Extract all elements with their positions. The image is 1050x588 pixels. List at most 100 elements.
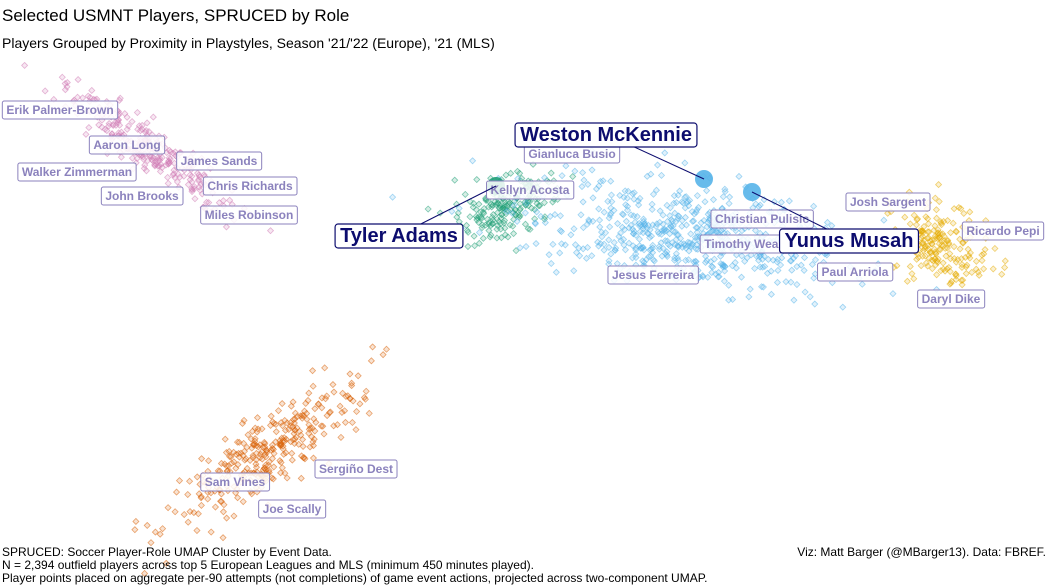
player-point — [253, 414, 262, 422]
player-point — [193, 526, 201, 535]
highlighted-label-box — [778, 228, 920, 254]
player-point — [124, 122, 133, 130]
player-point — [61, 86, 69, 94]
player-point — [194, 177, 203, 185]
player-point — [661, 227, 669, 235]
credit-text: Viz: Matt Barger (@MBarger13). Data: FBR… — [797, 545, 1046, 559]
player-point — [712, 270, 720, 278]
player-point — [643, 172, 651, 180]
player-label-text: Sergiño Dest — [319, 462, 393, 476]
player-point — [758, 283, 766, 291]
player-point — [281, 416, 289, 425]
player-point — [436, 209, 444, 217]
player-point — [512, 247, 520, 255]
player-point — [270, 463, 278, 471]
player-point — [699, 273, 707, 281]
player-point — [109, 121, 117, 129]
player-point — [558, 172, 566, 180]
player-point — [919, 232, 927, 240]
player-label-box — [845, 192, 931, 212]
player-point — [320, 430, 328, 438]
player-point — [509, 222, 517, 230]
player-point — [475, 213, 483, 221]
player-point — [510, 201, 518, 209]
player-point — [536, 201, 544, 210]
player-point — [466, 213, 474, 221]
player-point — [198, 455, 206, 463]
player-point — [310, 435, 318, 443]
player-point — [620, 241, 628, 249]
highlighted-label-text: Weston McKennie — [520, 124, 692, 146]
player-point — [693, 206, 701, 214]
player-point — [281, 469, 289, 477]
player-point — [670, 256, 679, 264]
highlighted-label: Weston McKennie — [514, 122, 698, 148]
player-point — [211, 503, 220, 511]
player-point — [287, 438, 295, 446]
player-point — [461, 190, 469, 198]
player-point — [242, 455, 250, 463]
player-point — [222, 223, 231, 231]
player-point — [314, 400, 322, 408]
player-point — [162, 559, 170, 567]
player-point — [510, 215, 518, 224]
player-point — [761, 262, 769, 271]
player-point — [147, 539, 155, 547]
player-point — [663, 251, 671, 259]
player-point — [828, 279, 836, 287]
player-point — [230, 448, 238, 456]
player-point — [648, 200, 656, 208]
player-point — [930, 226, 938, 235]
player-point — [123, 125, 131, 133]
player-point — [956, 245, 964, 253]
player-point — [906, 262, 914, 271]
player-point — [935, 180, 943, 189]
player-point — [629, 242, 637, 250]
player-point — [928, 265, 936, 273]
player-label: Aaron Long — [88, 135, 166, 155]
player-point — [254, 425, 262, 433]
player-point — [701, 258, 710, 267]
player-point — [950, 243, 958, 251]
player-label: Walker Zimmerman — [17, 162, 137, 182]
player-label-text: Kellyn Acosta — [491, 183, 570, 197]
player-point — [336, 402, 344, 410]
player-label-box — [200, 205, 298, 225]
player-point — [622, 217, 630, 225]
player-points-layer — [21, 61, 1009, 578]
player-point — [138, 121, 146, 130]
player-point — [646, 246, 654, 254]
player-point — [663, 217, 672, 226]
player-point — [717, 226, 725, 234]
player-point — [190, 509, 198, 517]
player-label-text: Chris Richards — [207, 179, 293, 193]
player-point — [535, 202, 543, 210]
player-point — [321, 395, 330, 403]
player-point — [533, 208, 541, 216]
player-point — [605, 236, 613, 244]
player-point — [184, 490, 192, 499]
player-point — [628, 254, 637, 262]
player-point — [522, 242, 530, 251]
player-point — [221, 435, 229, 443]
player-point — [901, 213, 909, 221]
player-point — [726, 193, 734, 201]
player-point — [268, 454, 277, 463]
player-point — [811, 256, 820, 264]
player-point — [1001, 263, 1009, 272]
player-point — [204, 495, 212, 503]
player-point — [635, 219, 643, 227]
player-point — [216, 497, 225, 505]
player-point — [279, 442, 287, 450]
player-point — [451, 176, 459, 184]
player-point — [249, 453, 257, 462]
player-point — [588, 166, 596, 174]
player-point — [806, 293, 814, 301]
player-point — [605, 243, 613, 251]
player-point — [685, 202, 693, 210]
player-point — [628, 190, 637, 198]
player-point — [666, 242, 674, 250]
player-point — [946, 280, 954, 288]
player-point — [142, 167, 151, 175]
player-point — [622, 201, 630, 209]
